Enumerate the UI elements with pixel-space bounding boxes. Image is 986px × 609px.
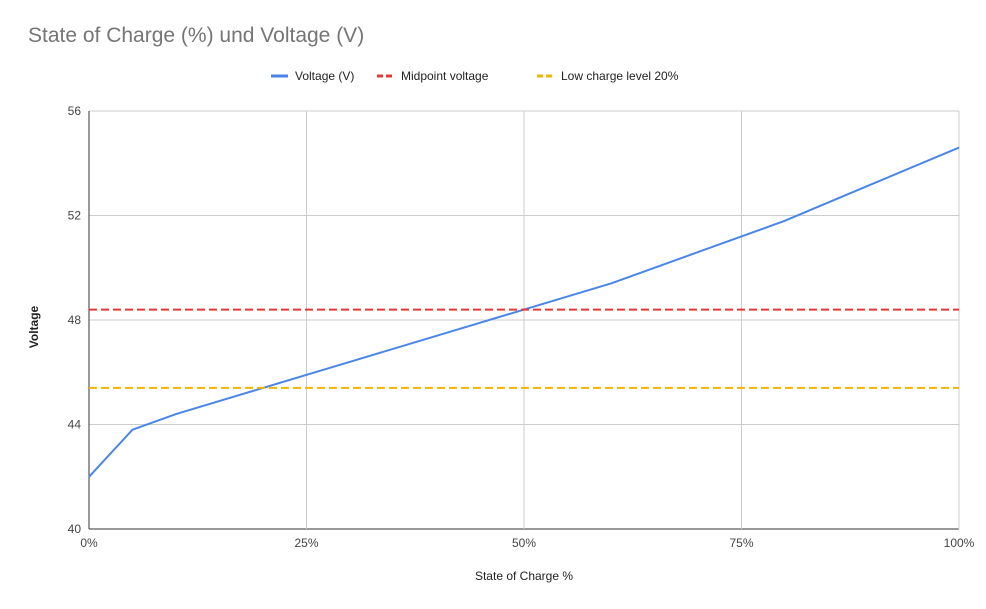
- y-axis-title: Voltage: [27, 305, 41, 348]
- grid-layer: [88, 110, 960, 530]
- y-tick-label: 44: [68, 418, 82, 432]
- y-tick-label: 56: [68, 104, 82, 118]
- legend: Voltage (V) Midpoint voltage Low charge le…: [271, 69, 679, 83]
- x-axis-title: State of Charge %: [475, 569, 573, 583]
- x-tick-label: 50%: [512, 536, 536, 550]
- y-tick-label: 52: [68, 209, 82, 223]
- x-tick-label: 100%: [944, 536, 975, 550]
- legend-label-1: Midpoint voltage: [401, 69, 489, 83]
- chart-title: State of Charge (%) und Voltage (V): [28, 24, 365, 47]
- y-tick-label: 48: [68, 313, 82, 327]
- x-tick-label: 75%: [729, 536, 753, 550]
- x-tick-label: 0%: [80, 536, 98, 550]
- series-layer: [88, 146, 960, 478]
- axis-layer: 40 44 48 52 56 0% 25% 50% 75% 100%: [68, 104, 975, 550]
- series-line-0: [88, 146, 960, 478]
- legend-label-2: Low charge level 20%: [561, 69, 679, 83]
- x-tick-label: 25%: [294, 536, 318, 550]
- y-tick-label: 40: [68, 522, 82, 536]
- legend-label-0: Voltage (V): [295, 69, 354, 83]
